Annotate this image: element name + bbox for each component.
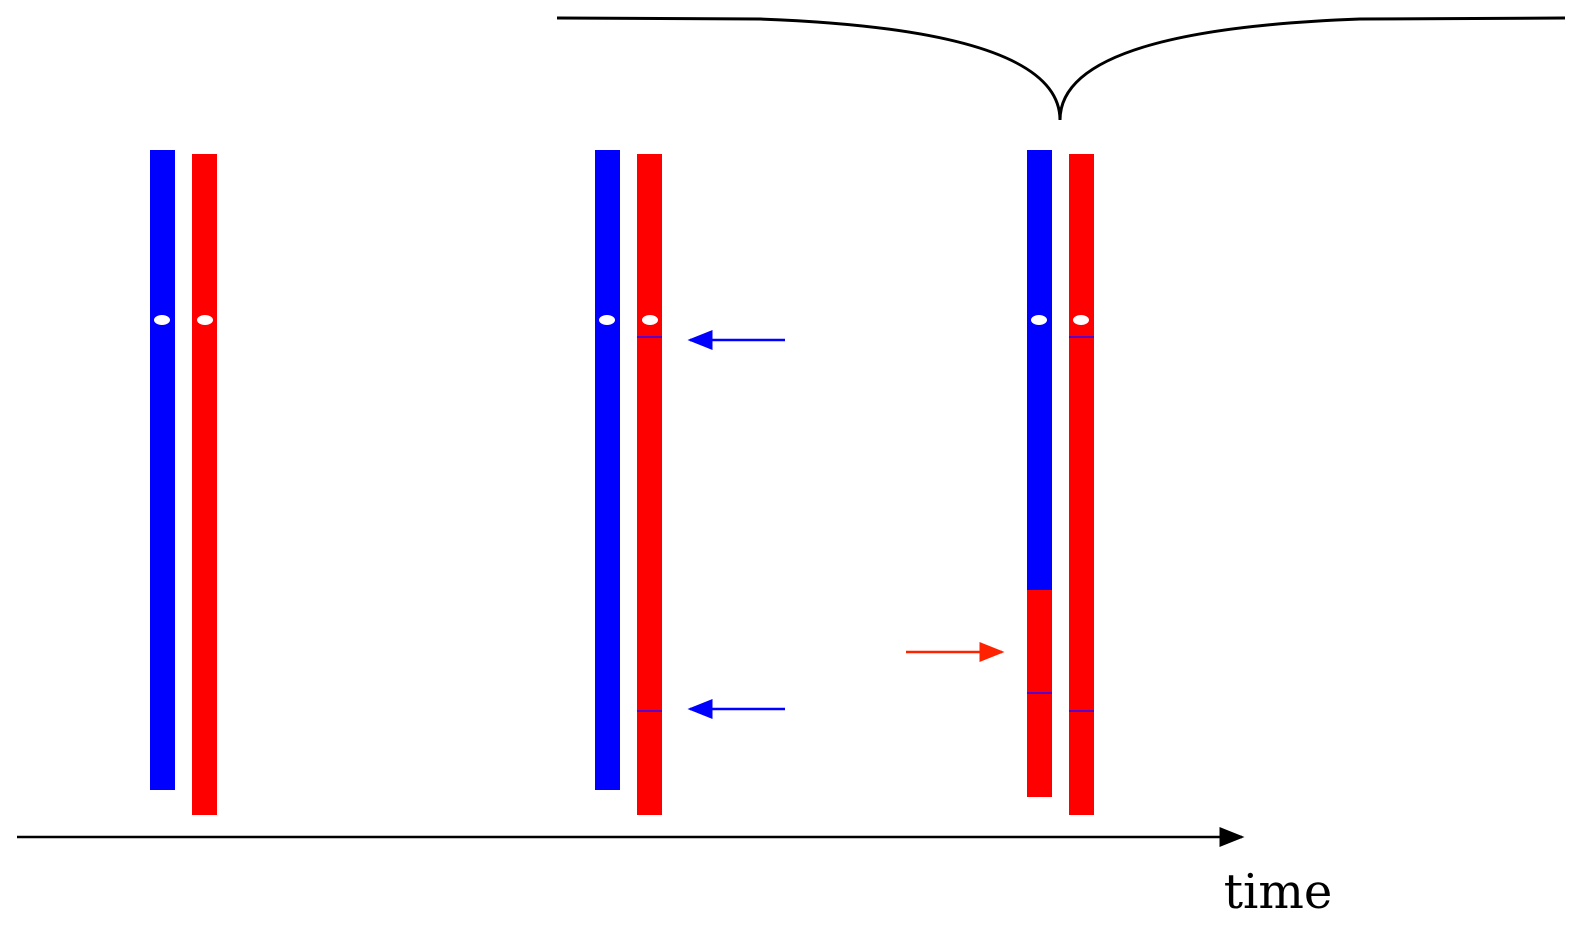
chromosome-red (637, 154, 662, 815)
chromosome-blue (150, 150, 175, 790)
centromere (154, 315, 170, 325)
axis-label: time (1224, 864, 1333, 920)
chromosome-blue (595, 150, 620, 790)
centromere (1031, 315, 1047, 325)
brace (556, 16, 1566, 121)
chromosome-blue (1027, 150, 1052, 590)
centromere (642, 315, 658, 325)
chromosome-red (1069, 154, 1094, 815)
centromere (197, 315, 213, 325)
chromosome-red (192, 154, 217, 815)
centromere (1073, 315, 1089, 325)
centromere (599, 315, 615, 325)
